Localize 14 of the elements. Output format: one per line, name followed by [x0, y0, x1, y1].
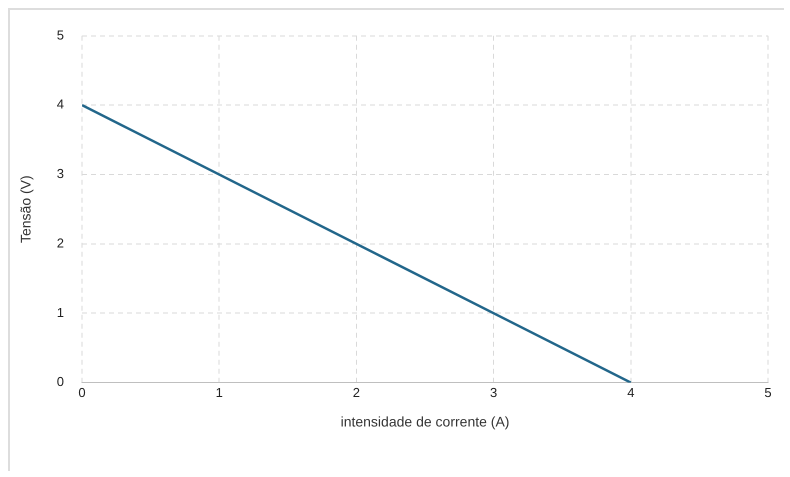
- y-tick-label: 1: [56, 304, 64, 320]
- y-tick-label: 2: [56, 235, 64, 250]
- y-axis-title: Tensão (V): [17, 175, 34, 244]
- y-tick-label: 5: [56, 27, 64, 42]
- x-tick-label: 2: [352, 384, 360, 400]
- x-tick-label: 5: [764, 384, 772, 400]
- y-tick-label: 4: [56, 96, 64, 112]
- x-tick-label: 1: [216, 384, 223, 400]
- y-tick-label: 3: [56, 166, 64, 182]
- x-axis-title: intensidade de corrente (A): [340, 413, 510, 430]
- x-tick-label: 3: [490, 384, 498, 400]
- x-tick-label: 4: [627, 384, 634, 400]
- x-tick-label: 0: [78, 384, 86, 400]
- y-tick-label: 0: [56, 374, 64, 390]
